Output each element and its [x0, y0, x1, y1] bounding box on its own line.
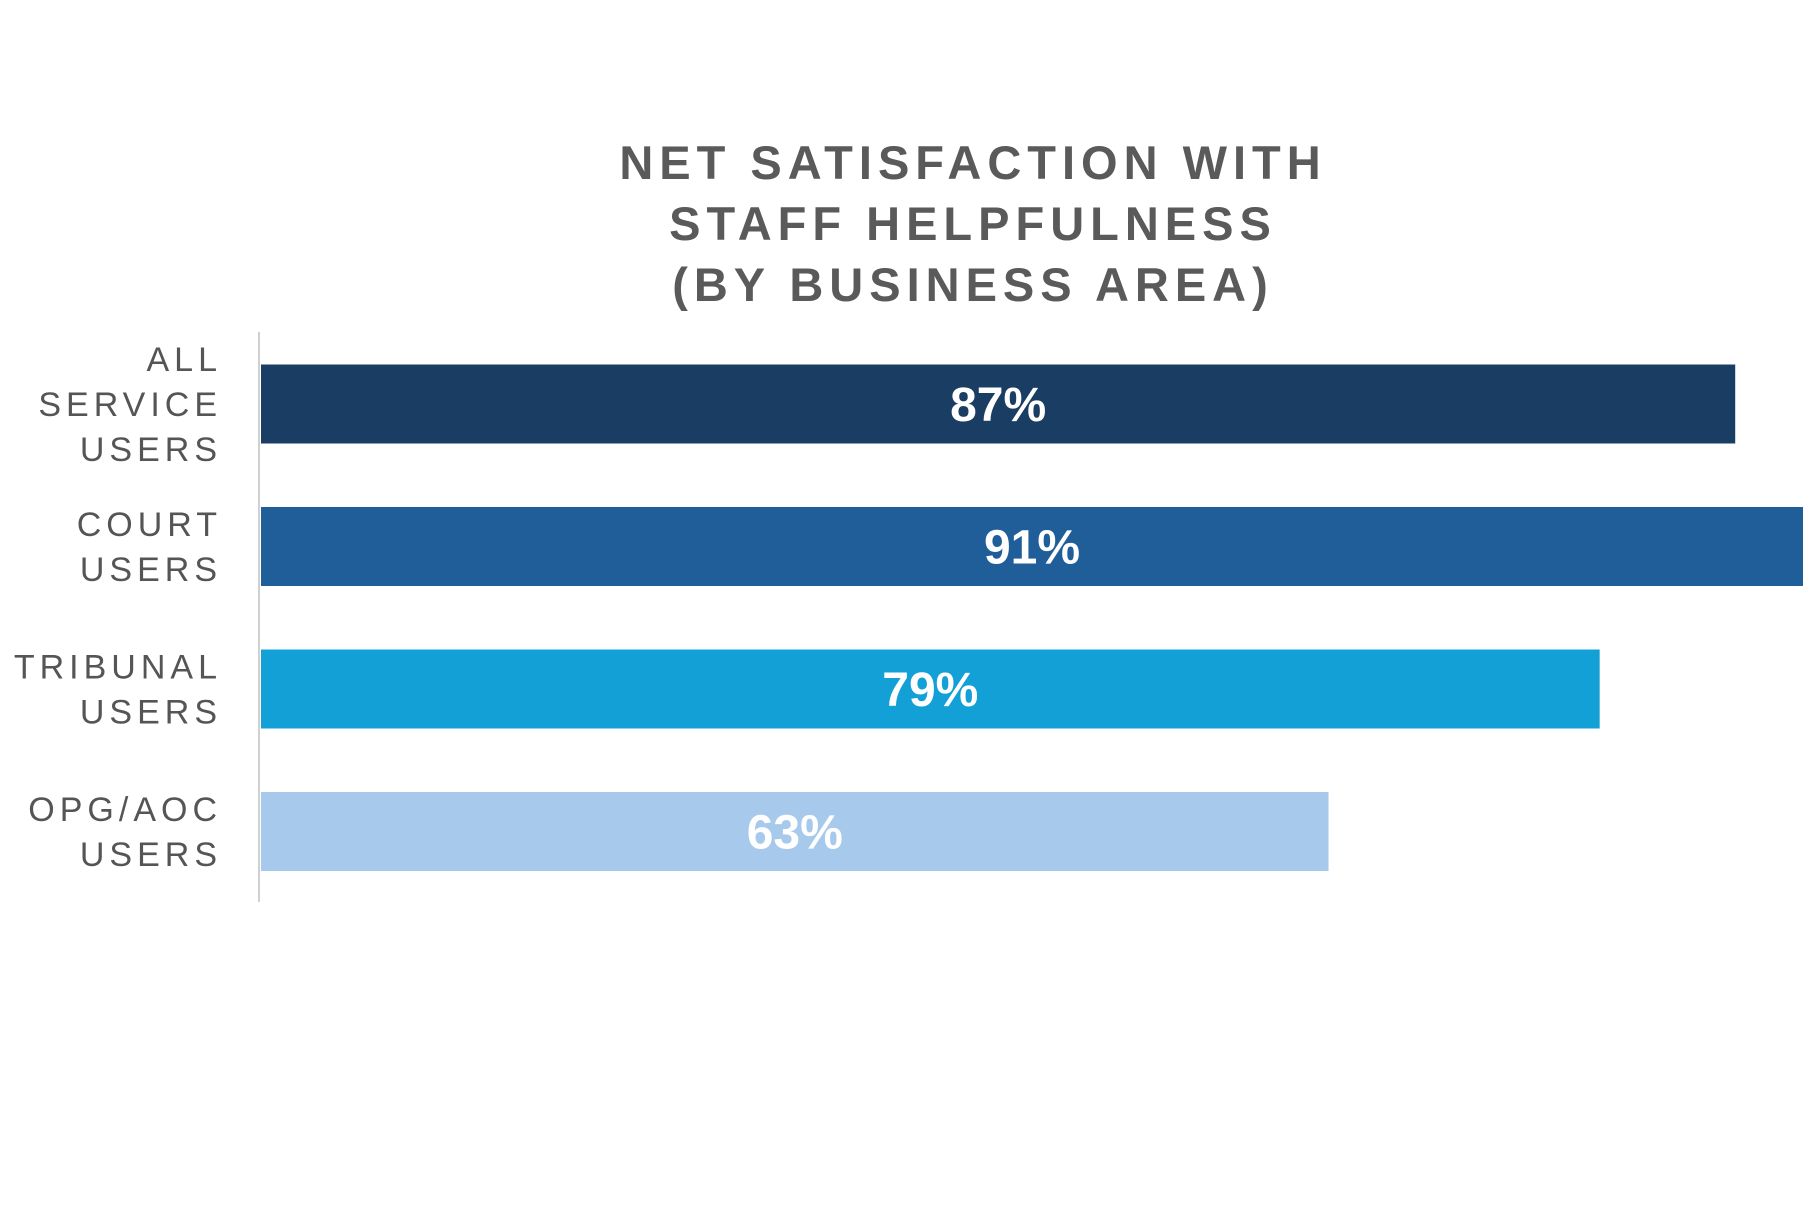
- data-labels: 87% 91% 79% 63%: [747, 379, 1080, 860]
- bars: [261, 364, 1803, 871]
- category-label: TRIBUNAL USERS: [14, 649, 222, 732]
- data-label: 79%: [882, 664, 978, 717]
- bar: [261, 649, 1600, 729]
- category-label-line: COURT: [77, 506, 222, 544]
- chart-title-line: (BY BUSINESS AREA): [672, 258, 1274, 311]
- bar: [261, 792, 1329, 871]
- bar: [261, 507, 1803, 586]
- data-label: 87%: [950, 379, 1046, 432]
- chart-title-line: NET SATISFACTION WITH: [619, 136, 1326, 189]
- category-label-line: USERS: [80, 836, 222, 874]
- category-label-line: SERVICE: [38, 386, 222, 424]
- category-label-line: ALL: [147, 341, 223, 379]
- chart-title-line: STAFF HELPFULNESS: [669, 197, 1277, 250]
- category-label: OPG/AOC USERS: [28, 791, 222, 874]
- data-label: 91%: [984, 522, 1080, 575]
- category-label-line: USERS: [80, 694, 222, 732]
- category-label-line: OPG/AOC: [28, 791, 222, 829]
- bar: [261, 364, 1736, 444]
- category-label-line: USERS: [80, 551, 222, 589]
- chart-title: NET SATISFACTION WITH STAFF HELPFULNESS (B…: [619, 136, 1326, 311]
- data-label: 63%: [747, 807, 843, 860]
- category-label: ALL SERVICE USERS: [38, 341, 222, 469]
- category-label-line: USERS: [80, 431, 222, 469]
- category-label: COURT USERS: [77, 506, 222, 589]
- category-label-line: TRIBUNAL: [14, 649, 222, 687]
